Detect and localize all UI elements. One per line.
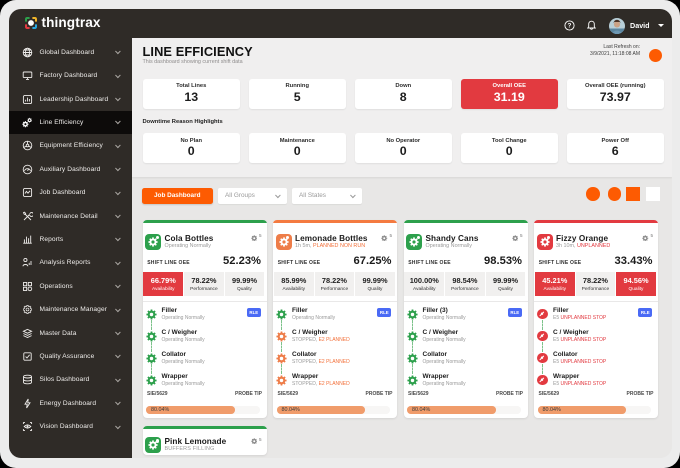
svg-text:?: ? (568, 23, 572, 30)
